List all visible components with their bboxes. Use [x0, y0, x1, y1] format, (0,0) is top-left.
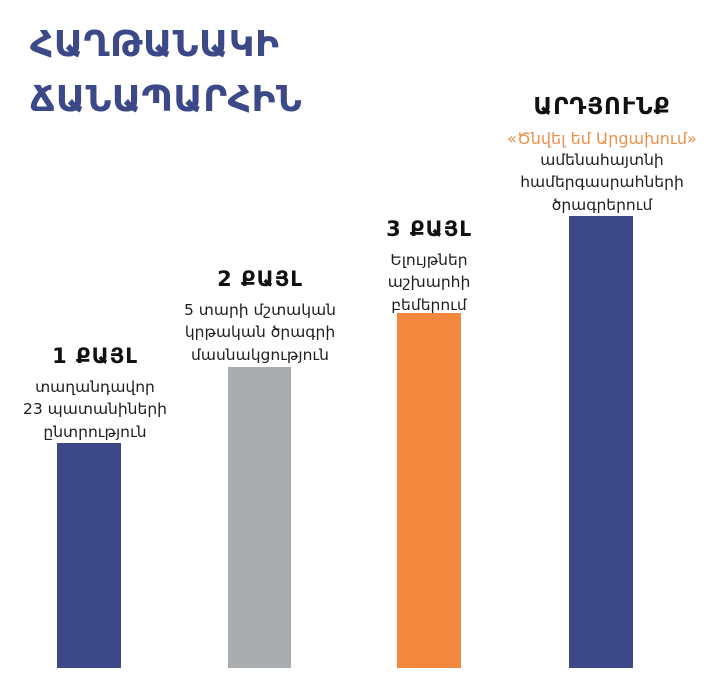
result-bar [569, 216, 633, 668]
page-title-line-2: ՃԱՆԱՊԱՐՀԻՆ [30, 78, 303, 120]
step-3-title: 3 ՔԱՅԼ [386, 217, 472, 241]
result-label-group: ԱՐԴՅՈՒՆՔ «Ծնվել եմ Արցախում» ամենահայտնի… [495, 94, 708, 216]
step-3-bar [397, 313, 461, 668]
step-2-bar [228, 367, 291, 668]
step-3-description: Ելույթներ աշխարհի բեմերում [387, 251, 471, 314]
step-1-title: 1 ՔԱՅԼ [52, 344, 138, 368]
step-2-title: 2 ՔԱՅԼ [217, 267, 303, 291]
result-highlight-text: «Ծնվել եմ Արցախում» [507, 129, 697, 148]
step-1-bar [57, 443, 121, 668]
result-description: ամենահայտնի համերգասրահների ծրագրերում [520, 151, 684, 214]
step-2-description: 5 տարի մշտական կրթական ծրագրի մասնակցութ… [183, 301, 337, 364]
step-1-label-group: 1 ՔԱՅԼ տաղանդավոր 23 պատանիների ընտրությ… [0, 344, 192, 443]
page-title: ՀԱՂԹԱՆԱԿԻ ՃԱՆԱՊԱՐՀԻՆ [30, 18, 302, 127]
step-3-label-group: 3 ՔԱՅԼ Ելույթներ աշխարհի բեմերում [332, 217, 526, 316]
step-1-description: տաղանդավոր 23 պատանիների ընտրություն [23, 378, 167, 441]
result-title: ԱՐԴՅՈՒՆՔ [533, 94, 671, 120]
page-title-line-1: ՀԱՂԹԱՆԱԿԻ [30, 24, 280, 65]
step-2-label-group: 2 ՔԱՅԼ 5 տարի մշտական կրթական ծրագրի մաս… [163, 267, 357, 366]
